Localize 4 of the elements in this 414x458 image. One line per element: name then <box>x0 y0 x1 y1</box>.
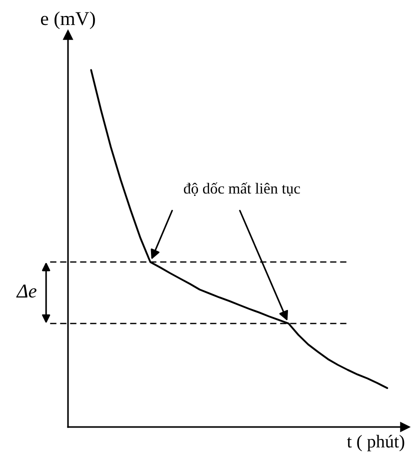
text: Δe <box>16 284 36 298</box>
x-axis-title: t ( phút) <box>347 434 404 452</box>
annotation: độ dốc mất liên tục <box>184 182 300 196</box>
y-axis-title: e (mV) <box>40 11 95 30</box>
